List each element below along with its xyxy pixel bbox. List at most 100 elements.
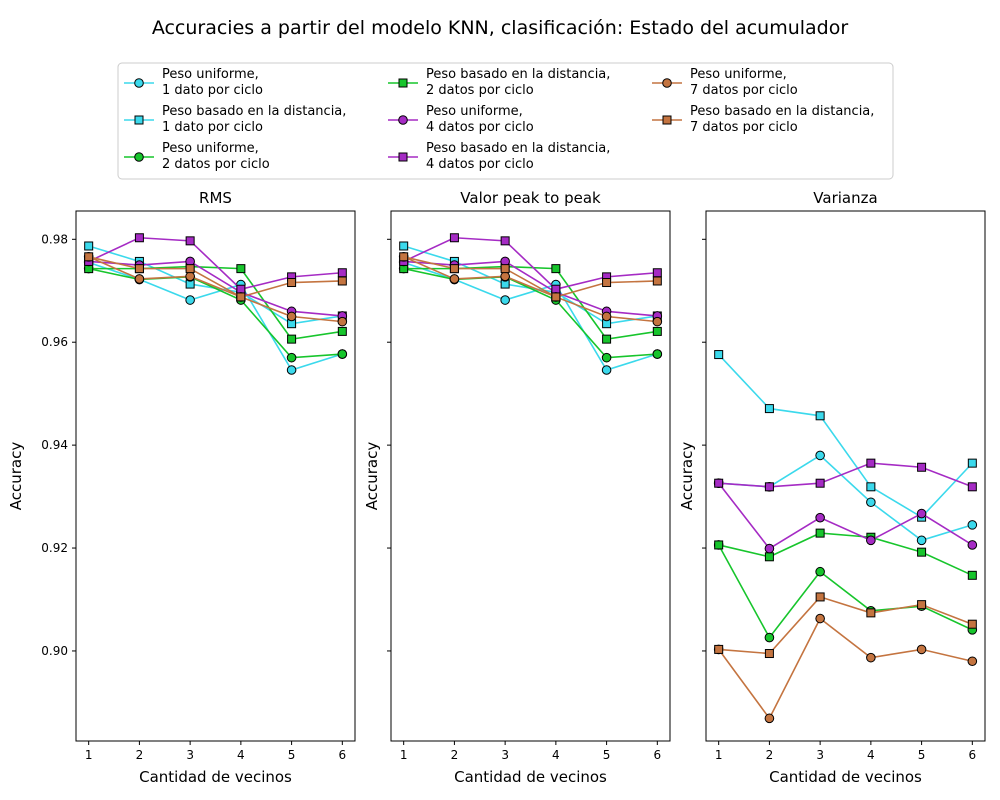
- legend-marker: [398, 78, 408, 88]
- data-point: [601, 352, 612, 363]
- data-point: [967, 458, 977, 468]
- data-point: [500, 271, 510, 282]
- data-point: [134, 233, 144, 243]
- data-point: [652, 316, 663, 327]
- series-line: [403, 256, 658, 323]
- data-point: [602, 334, 612, 344]
- legend-label: 1 dato por ciclo: [162, 83, 263, 98]
- data-point: [714, 644, 724, 654]
- x-tick-label: 2: [136, 748, 144, 762]
- x-axis-label: Cantidad de vecinos: [769, 768, 922, 786]
- series-line: [403, 261, 658, 371]
- x-tick-label: 5: [918, 748, 926, 762]
- data-point: [714, 350, 724, 360]
- data-point: [500, 295, 510, 305]
- series-peso-basado-en-la-distancia-1-dato-por-ciclo: [84, 241, 347, 329]
- y-tick-label: 0.92: [41, 541, 68, 555]
- legend-label: 1 dato por ciclo: [162, 120, 263, 135]
- data-point: [917, 600, 927, 610]
- data-point: [652, 326, 662, 336]
- data-point: [500, 264, 510, 274]
- data-point: [337, 268, 347, 278]
- subplot-title: Valor peak to peak: [460, 189, 601, 207]
- data-point: [967, 520, 978, 530]
- data-point: [399, 241, 409, 251]
- series-line: [88, 256, 343, 323]
- data-point: [286, 311, 297, 322]
- panels: RMS 1 2 3 4 5 6 Cantidad de vecinos 0.90 0.92 0.94…: [7, 189, 986, 786]
- legend-entry: Peso uniforme,4 datos por ciclo: [388, 104, 534, 135]
- legend-label: Peso basado en la distancia,: [426, 67, 610, 82]
- legend-label: 4 datos por ciclo: [426, 157, 534, 172]
- data-point: [602, 278, 612, 288]
- legend-label: Peso uniforme,: [162, 67, 259, 82]
- data-point: [449, 274, 460, 284]
- data-point: [337, 276, 347, 286]
- series-line: [718, 354, 973, 519]
- data-point: [815, 528, 825, 538]
- data-point: [815, 411, 825, 421]
- legend-label: Peso uniforme,: [690, 67, 787, 82]
- plot-frame: [705, 210, 986, 742]
- legend-label: Peso basado en la distancia,: [690, 104, 874, 119]
- x-tick-label: 1: [85, 748, 93, 762]
- data-point: [84, 241, 94, 251]
- panel-rms: RMS 1 2 3 4 5 6 Cantidad de vecinos 0.90 0.92 0.94…: [7, 189, 356, 786]
- subplot-title: Varianza: [813, 189, 877, 207]
- data-point: [337, 349, 348, 359]
- x-axis-label: Cantidad de vecinos: [139, 768, 292, 786]
- data-point: [551, 264, 561, 274]
- series-peso-basado-en-la-distancia-7-datos-por-ciclo: [84, 252, 347, 302]
- data-point: [866, 608, 876, 618]
- series-line: [88, 256, 343, 298]
- data-point: [185, 264, 195, 274]
- data-point: [764, 552, 774, 562]
- data-point: [815, 566, 825, 577]
- x-tick-label: 6: [653, 748, 661, 762]
- series-line: [403, 260, 658, 317]
- data-point: [287, 278, 297, 288]
- data-point: [714, 478, 724, 488]
- legend-label: 2 datos por ciclo: [162, 157, 270, 172]
- y-tick-label: 0.90: [41, 644, 68, 658]
- data-point: [764, 632, 775, 643]
- data-point: [815, 450, 825, 461]
- legend-label: 4 datos por ciclo: [426, 120, 534, 135]
- legend-entry: Peso basado en la distancia,7 datos por …: [652, 104, 874, 135]
- data-point: [714, 540, 724, 550]
- series-line: [88, 236, 343, 291]
- data-point: [815, 613, 825, 624]
- data-point: [815, 478, 825, 488]
- data-point: [967, 619, 977, 629]
- subplot-title: RMS: [199, 189, 232, 207]
- legend-label: 2 datos por ciclo: [426, 83, 534, 98]
- legend-entry: Peso uniforme,7 datos por ciclo: [652, 67, 798, 98]
- y-axis-label: Accuracy: [678, 442, 696, 511]
- legend-box: [117, 62, 894, 180]
- legend-label: 7 datos por ciclo: [690, 83, 798, 98]
- data-point: [185, 236, 195, 246]
- series-peso-basado-en-la-distancia-7-datos-por-ciclo: [399, 252, 662, 302]
- x-tick-label: 4: [237, 748, 245, 762]
- series-peso-basado-en-la-distancia-4-datos-por-ciclo: [399, 233, 662, 294]
- legend-marker: [134, 78, 144, 88]
- series-line: [717, 544, 973, 640]
- data-point: [236, 264, 246, 274]
- data-point: [287, 334, 297, 344]
- series-line: [403, 267, 658, 359]
- series-line: [88, 260, 343, 317]
- x-tick-label: 4: [867, 748, 875, 762]
- series-line: [88, 267, 343, 359]
- series-line: [88, 265, 343, 340]
- data-point: [134, 274, 145, 284]
- legend-marker: [398, 152, 408, 162]
- series-line: [718, 596, 973, 655]
- series-line: [718, 532, 973, 577]
- series-peso-uniforme-7-datos-por-ciclo: [713, 613, 978, 724]
- x-axis-label: Cantidad de vecinos: [454, 768, 607, 786]
- data-point: [815, 592, 825, 602]
- series-peso-basado-en-la-distancia-1-dato-por-ciclo: [714, 350, 977, 522]
- x-tick-label: 6: [338, 748, 346, 762]
- legend-entry: Peso basado en la distancia,4 datos por …: [388, 141, 610, 172]
- x-tick-label: 6: [968, 748, 976, 762]
